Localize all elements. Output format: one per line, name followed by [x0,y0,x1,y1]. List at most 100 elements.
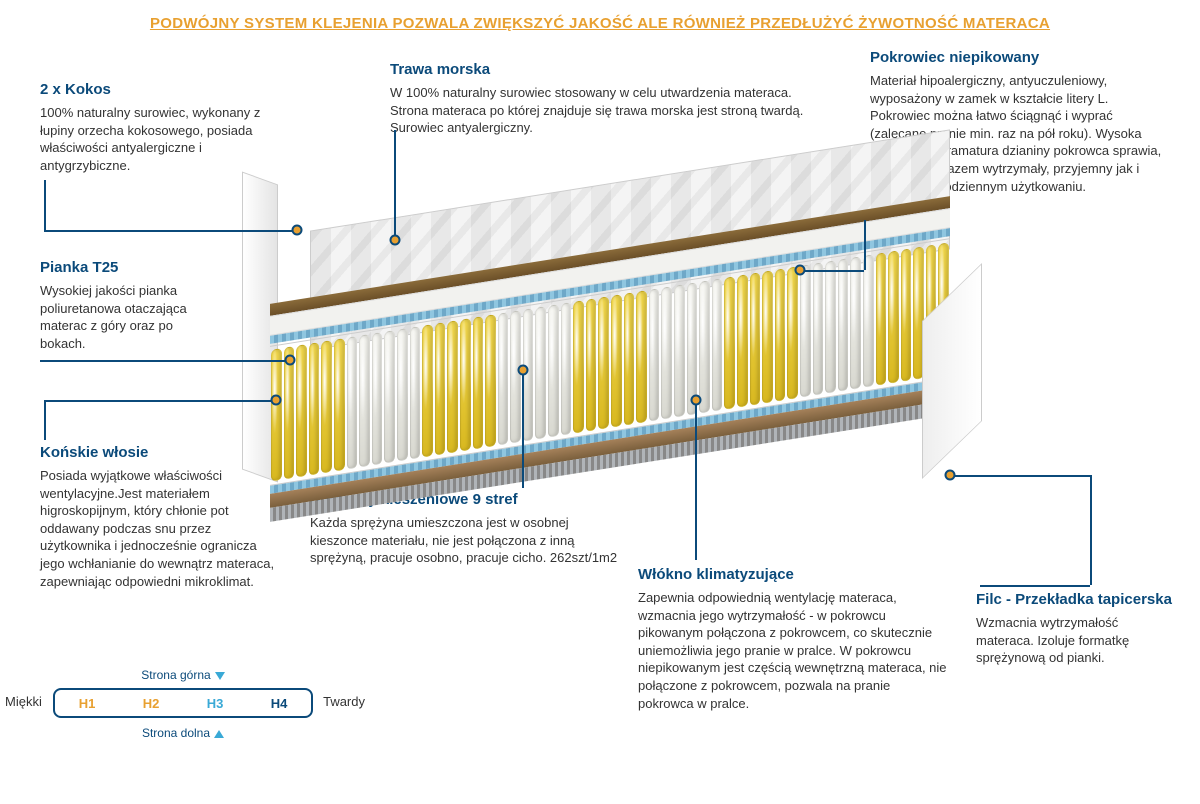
firmness-level: H3 [207,696,224,711]
spring [850,256,861,390]
spring [422,324,433,458]
spring [787,266,798,400]
firmness-legend: Strona górna Miękki H1H2H3H4 Twardy Stro… [53,688,313,718]
callout-kokos: 2 x Kokos 100% naturalny surowiec, wykon… [40,80,270,174]
callout-title: Końskie włosie [40,443,275,463]
connector-dot [795,265,806,276]
spring [460,318,471,452]
spring [548,304,559,438]
spring [825,260,836,394]
spring-zone [799,251,875,401]
spring [334,338,345,472]
page-header: PODWÓJNY SYSTEM KLEJENIA POZWALA ZWIĘKSZ… [0,15,1200,32]
callout-body: Zapewnia odpowiednią wentylację materaca… [638,589,948,712]
spring [737,274,748,408]
spring [410,326,421,460]
connector-line [1090,475,1092,585]
mattress-illustration [260,140,960,510]
spring [435,322,446,456]
spring [309,342,320,476]
spring-zone [497,299,573,449]
connector-line [44,400,276,402]
spring [271,348,282,482]
spring [498,312,509,446]
connector-line [44,230,297,232]
spring [762,270,773,404]
connector-dot [292,225,303,236]
spring [888,250,899,384]
callout-title: Pokrowiec niepikowany [870,48,1170,68]
spring-zone [572,287,648,437]
connector-line [40,360,290,362]
firmness-level: H2 [143,696,160,711]
spring [384,330,395,464]
connector-dot [691,395,702,406]
spring [800,264,811,398]
spring [674,284,685,418]
spring [712,278,723,412]
spring [775,268,786,402]
spring [876,252,887,386]
spring [284,346,295,480]
spring [397,328,408,462]
spring [901,248,912,382]
firmness-bottom-label: Strona dolna [53,726,313,740]
spring-zone [648,275,724,425]
callout-title: Trawa morska [390,60,810,80]
spring [838,258,849,392]
callout-body: Wysokiej jakości pianka poliuretanowa ot… [40,282,210,352]
callout-body: Wzmacnia wytrzymałość materaca. Izoluje … [976,614,1176,667]
connector-line [864,220,866,270]
connector-line [44,400,46,440]
callout-body: Każda sprężyna umieszczona jest w osobne… [310,514,620,567]
spring [661,286,672,420]
spring [699,280,710,414]
connector-dot [390,235,401,246]
spring [372,332,383,466]
spring-zone [346,323,422,473]
connector-line [695,400,697,560]
connector-line [522,370,524,488]
arrow-down-icon [215,672,225,680]
spring [624,292,635,426]
spring [447,320,458,454]
connector-dot [285,355,296,366]
callout-wlokno: Włókno klimatyzujące Zapewnia odpowiedni… [638,565,948,712]
firmness-top-label: Strona górna [53,668,313,682]
spring-zone [421,311,497,461]
spring [724,276,735,410]
callout-pianka: Pianka T25 Wysokiej jakości pianka poliu… [40,258,210,352]
connector-line [950,475,1090,477]
firmness-hard-label: Twardy [323,694,365,709]
callout-konskie: Końskie włosie Posiada wyjątkowe właściw… [40,443,275,590]
spring [863,254,874,388]
callout-trawa: Trawa morska W 100% naturalny surowiec s… [390,60,810,137]
spring [359,334,370,468]
spring [296,344,307,478]
spring-zone [723,263,799,413]
spring [649,288,660,422]
callout-filc: Filc - Przekładka tapicerska Wzmacnia wy… [976,590,1176,667]
connector-line [44,180,46,230]
connector-line [394,130,396,240]
spring [473,316,484,450]
firmness-level: H4 [271,696,288,711]
spring [813,262,824,396]
firmness-track: H1H2H3H4 [53,688,313,718]
spring [347,336,358,470]
connector-dot [271,395,282,406]
spring [561,302,572,436]
callout-title: Włókno klimatyzujące [638,565,948,585]
callout-body: 100% naturalny surowiec, wykonany z łupi… [40,104,270,174]
spring [321,340,332,474]
spring [573,300,584,434]
firmness-soft-label: Miękki [5,694,42,709]
spring-zone [270,335,346,485]
callout-title: Pianka T25 [40,258,210,278]
connector-line [800,270,864,272]
spring [611,294,622,428]
spring [535,306,546,440]
arrow-up-icon [214,730,224,738]
spring [636,290,647,424]
connector-dot [945,470,956,481]
